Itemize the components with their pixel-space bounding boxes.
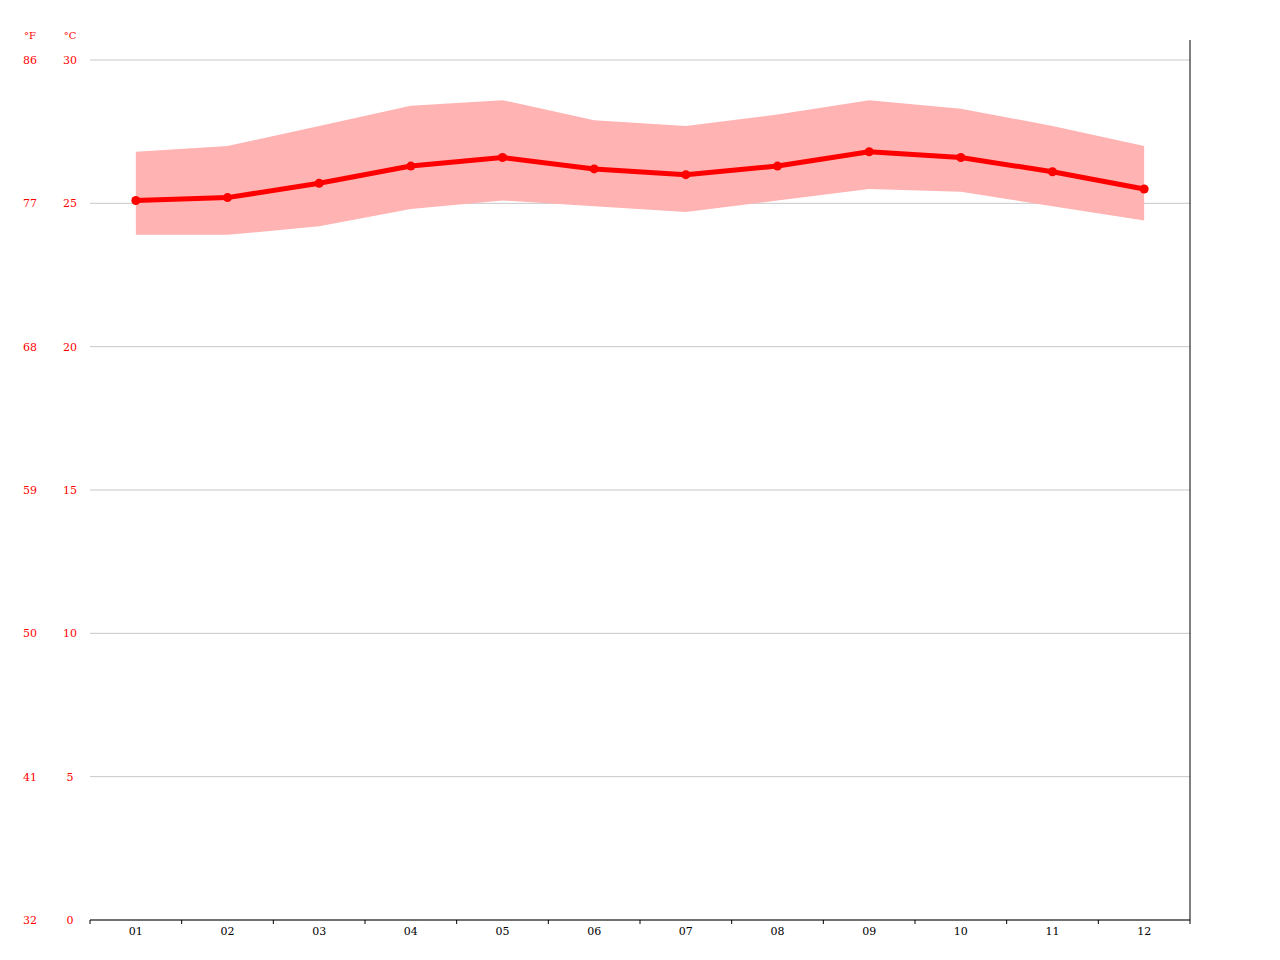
y2-tick-label: 41 <box>23 771 37 784</box>
point <box>223 193 232 202</box>
y2-tick-label: 77 <box>23 197 37 210</box>
y-axis-label: °C <box>64 30 77 41</box>
y2-axis-label: °F <box>24 30 36 41</box>
x-tick <box>823 920 824 924</box>
point <box>773 162 782 171</box>
y2-tick-label: 68 <box>23 341 37 354</box>
x-tick <box>1006 920 1007 924</box>
y2-tick-label: 86 <box>23 54 37 67</box>
x-tick-label: 01 <box>129 925 143 938</box>
x-tick-label: 09 <box>862 925 876 938</box>
y-tick-label: 15 <box>63 484 77 497</box>
x-tick <box>915 920 916 924</box>
x-tick-label: 10 <box>954 925 968 938</box>
x-tick-label: 06 <box>587 925 601 938</box>
x-tick <box>456 920 457 924</box>
point <box>131 196 140 205</box>
y-tick-label: 25 <box>63 197 77 210</box>
x-tick <box>365 920 366 924</box>
x-tick <box>1190 920 1191 924</box>
right-axis <box>1190 40 1191 920</box>
grid-line <box>90 633 1190 634</box>
x-tick-label: 11 <box>1046 925 1060 938</box>
point <box>590 164 599 173</box>
x-tick <box>731 920 732 924</box>
point <box>956 153 965 162</box>
grid-line <box>90 490 1190 491</box>
x-tick-label: 08 <box>771 925 785 938</box>
y2-tick-label: 50 <box>23 627 37 640</box>
x-tick <box>90 920 91 924</box>
x-tick <box>181 920 182 924</box>
y-tick-label: 20 <box>63 341 77 354</box>
x-tick-label: 04 <box>404 925 418 938</box>
mean-line <box>136 152 1144 201</box>
point <box>1140 185 1149 194</box>
y-tick-label: 0 <box>67 914 74 927</box>
point <box>865 147 874 156</box>
y2-tick-label: 59 <box>23 484 37 497</box>
grid-line <box>90 346 1190 347</box>
grid-line <box>90 60 1190 61</box>
x-tick-label: 05 <box>496 925 510 938</box>
x-tick <box>640 920 641 924</box>
point <box>406 162 415 171</box>
point <box>1048 167 1057 176</box>
x-tick <box>273 920 274 924</box>
plot-area <box>131 100 1148 235</box>
y-tick-label: 10 <box>63 627 77 640</box>
x-tick-label: 12 <box>1137 925 1151 938</box>
point <box>498 153 507 162</box>
x-tick-label: 03 <box>312 925 326 938</box>
point <box>315 179 324 188</box>
x-tick-label: 02 <box>221 925 235 938</box>
grid-line <box>90 776 1190 777</box>
x-tick-label: 07 <box>679 925 693 938</box>
x-tick <box>1098 920 1099 924</box>
y2-tick-label: 32 <box>23 914 37 927</box>
range-band <box>136 100 1144 235</box>
y-tick-label: 5 <box>67 771 74 784</box>
chart: 05101520253032415059687786°C°F0102030405… <box>0 0 1280 960</box>
x-tick <box>548 920 549 924</box>
point <box>681 170 690 179</box>
y-tick-label: 30 <box>63 54 77 67</box>
